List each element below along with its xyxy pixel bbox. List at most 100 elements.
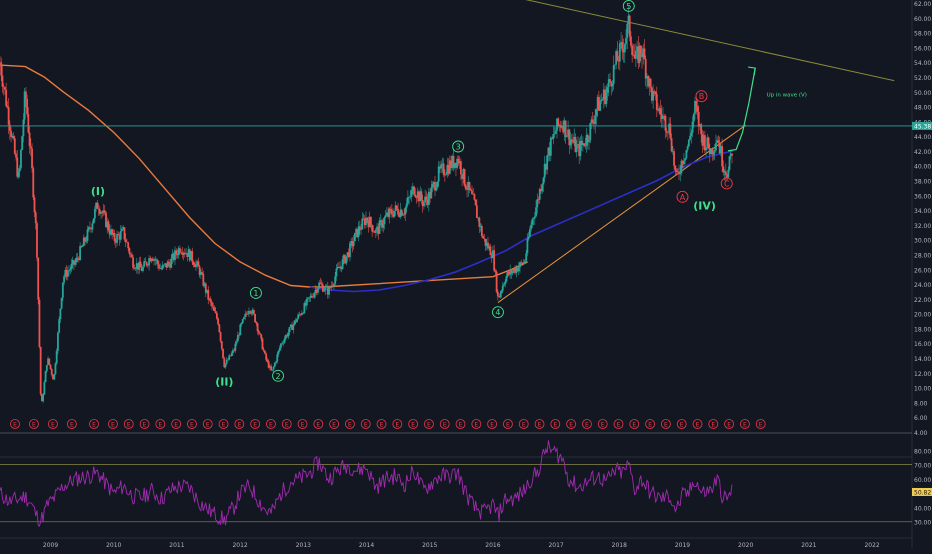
candle-body bbox=[11, 135, 14, 138]
candle-body bbox=[310, 295, 313, 297]
price-tick-label: 28.00 bbox=[914, 252, 931, 259]
time-axis: 2009 2010 2011 2012 2013 2014 2015 2016 2017 2018… bbox=[0, 537, 912, 549]
earnings-marker bbox=[518, 419, 529, 429]
candle-body bbox=[596, 96, 599, 110]
price-candles bbox=[0, 5, 733, 403]
candle-body bbox=[601, 99, 604, 101]
candle-body bbox=[384, 215, 387, 218]
candle-body bbox=[211, 302, 213, 307]
candle-body bbox=[511, 271, 514, 274]
candle-body bbox=[256, 323, 259, 332]
candle-body bbox=[143, 261, 146, 267]
candle-body bbox=[480, 225, 483, 236]
candle-body bbox=[204, 283, 207, 293]
projection-arrowhead bbox=[748, 66, 756, 76]
candle-body bbox=[142, 266, 144, 271]
wave-label: (II) bbox=[215, 376, 233, 389]
candle-body bbox=[36, 223, 38, 258]
candle-body bbox=[673, 151, 675, 166]
candle-body bbox=[675, 170, 678, 172]
candle-body bbox=[492, 250, 494, 259]
candle-body bbox=[262, 349, 265, 351]
earnings-marker bbox=[266, 419, 276, 429]
candle-body bbox=[620, 42, 622, 44]
candle-body bbox=[224, 363, 227, 368]
candle-body bbox=[686, 146, 689, 151]
candle-body bbox=[73, 260, 75, 265]
wave-label: C bbox=[724, 179, 730, 188]
candle-body bbox=[455, 162, 457, 168]
candle-body bbox=[639, 45, 642, 54]
candle-body bbox=[118, 234, 121, 240]
candle-body bbox=[607, 79, 610, 88]
candle-body bbox=[299, 314, 302, 316]
candle-body bbox=[430, 187, 433, 199]
candle-body bbox=[394, 205, 397, 211]
candle-body bbox=[148, 258, 151, 266]
wave-label: 2 bbox=[276, 372, 281, 381]
earnings-marker-label: E bbox=[680, 422, 684, 429]
price-tick-label: 16.00 bbox=[914, 341, 931, 348]
candle-body bbox=[632, 54, 635, 56]
candle-body bbox=[461, 174, 464, 179]
candle-body bbox=[358, 226, 361, 230]
candle-body bbox=[283, 338, 286, 343]
candle-body bbox=[431, 184, 434, 188]
candle-body bbox=[75, 257, 78, 263]
candle-body bbox=[441, 163, 444, 165]
candle-body bbox=[377, 226, 380, 234]
candle-body bbox=[80, 246, 83, 247]
candle-body bbox=[149, 258, 152, 262]
candle-body bbox=[28, 132, 31, 147]
candle-body bbox=[684, 158, 687, 161]
candle-body bbox=[241, 319, 244, 324]
candle-body bbox=[493, 250, 496, 271]
candle-body bbox=[658, 108, 661, 111]
candle-body bbox=[691, 121, 694, 133]
candle-body bbox=[436, 181, 439, 188]
candle-body bbox=[155, 260, 158, 261]
candle-body bbox=[458, 161, 461, 164]
candle-body bbox=[330, 285, 333, 289]
wave-label: (IV) bbox=[693, 200, 716, 213]
candle-body bbox=[261, 338, 264, 350]
candle-body bbox=[636, 46, 638, 51]
candle-body bbox=[642, 48, 645, 58]
candle-body bbox=[416, 191, 419, 198]
candle-body bbox=[506, 271, 509, 276]
earnings-marker bbox=[661, 419, 671, 429]
candle-body bbox=[329, 287, 332, 289]
candle-body bbox=[589, 122, 592, 141]
time-tick-label: 2011 bbox=[169, 542, 184, 549]
candle-body bbox=[562, 125, 565, 133]
rsi-current-badge bbox=[912, 487, 932, 496]
candle-body bbox=[212, 306, 215, 308]
earnings-marker bbox=[250, 419, 261, 429]
candle-body bbox=[404, 207, 407, 215]
candle-body bbox=[606, 87, 609, 93]
candle-body bbox=[301, 312, 303, 316]
time-tick-label: 2010 bbox=[106, 542, 121, 549]
candle-body bbox=[302, 312, 305, 314]
candle-body bbox=[95, 202, 98, 209]
candle-body bbox=[435, 187, 438, 191]
wave-label: 5 bbox=[626, 2, 631, 11]
candle-body bbox=[370, 216, 372, 225]
price-tick-label: 44.00 bbox=[914, 134, 931, 141]
wave-labels: (I) (II) 1 2 3 4 5 A B C (IV) Up in wave (V) bbox=[91, 0, 807, 389]
candle-body bbox=[85, 240, 88, 242]
candle-body bbox=[333, 283, 335, 286]
candle-body bbox=[29, 146, 32, 149]
candle-body bbox=[705, 147, 708, 151]
candle-body bbox=[91, 223, 94, 230]
candle-body bbox=[297, 314, 300, 319]
candle-body bbox=[248, 311, 250, 315]
candle-body bbox=[397, 208, 399, 215]
candle-body bbox=[586, 134, 589, 143]
candle-body bbox=[132, 257, 134, 268]
candle-body bbox=[59, 308, 62, 320]
earnings-marker bbox=[487, 419, 498, 429]
candle-body bbox=[556, 118, 558, 131]
